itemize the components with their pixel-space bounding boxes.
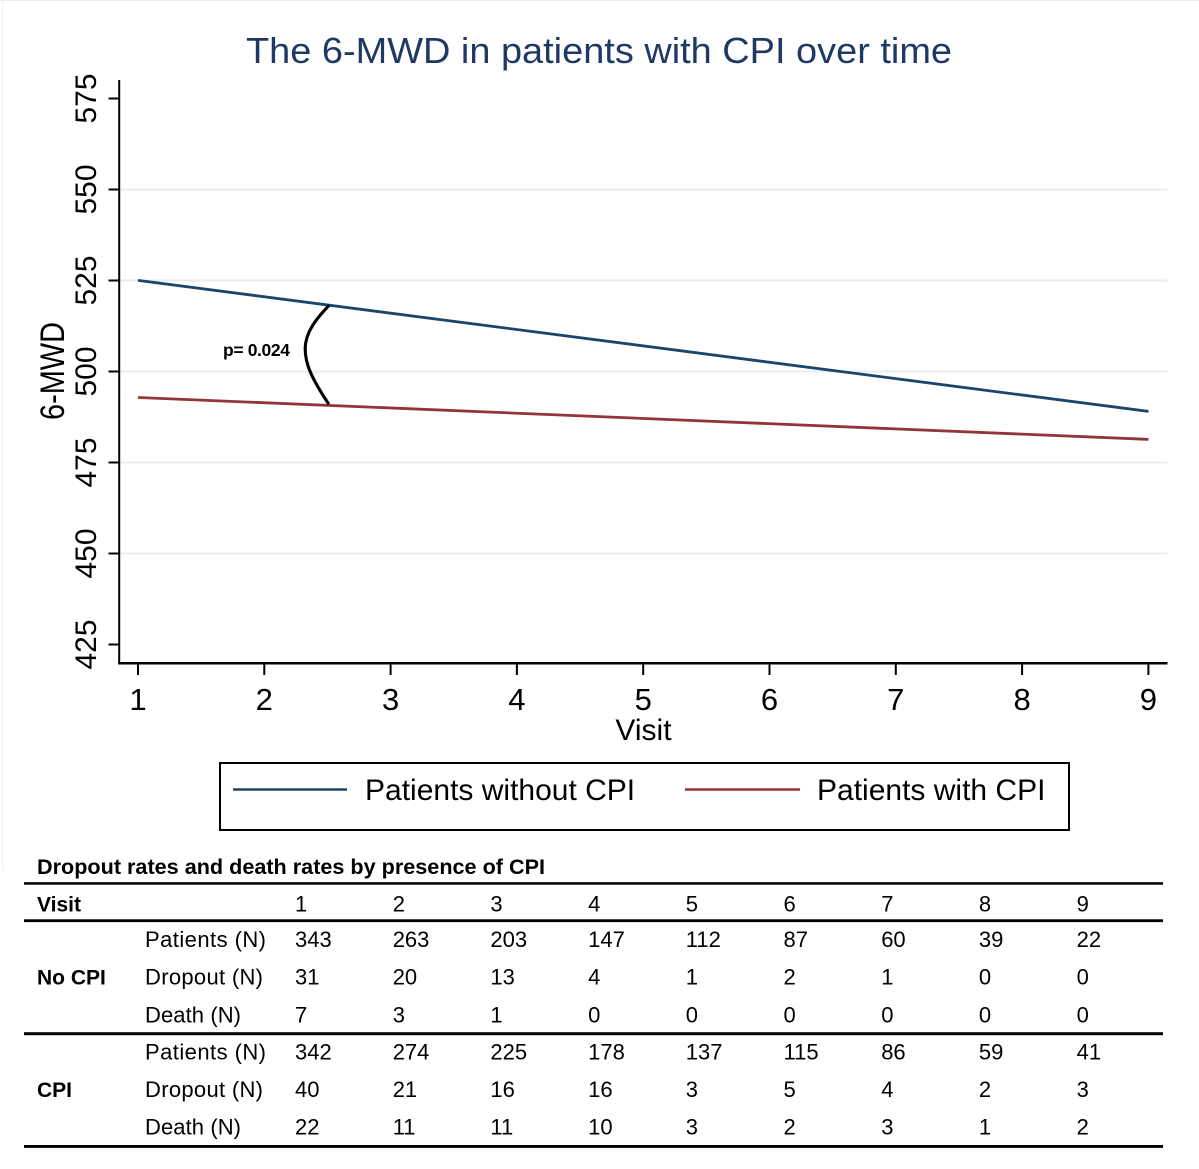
svg-text:3: 3 (881, 1114, 893, 1139)
svg-text:7: 7 (881, 892, 893, 917)
svg-text:2: 2 (393, 892, 405, 917)
svg-text:Dropout rates and death rates: Dropout rates and death rates by presenc… (37, 856, 545, 879)
svg-text:3: 3 (490, 892, 502, 917)
svg-text:60: 60 (881, 927, 905, 952)
svg-text:Patients (N): Patients (N) (145, 927, 266, 952)
svg-text:3: 3 (1077, 1077, 1089, 1102)
svg-text:The 6-MWD in patients with CPI: The 6-MWD in patients with CPI over time (246, 30, 952, 71)
svg-text:Visit: Visit (37, 894, 81, 917)
svg-text:3: 3 (686, 1114, 698, 1139)
svg-text:CPI: CPI (37, 1079, 72, 1102)
svg-text:8: 8 (1013, 682, 1030, 717)
svg-text:1: 1 (295, 892, 307, 917)
svg-text:5: 5 (784, 1077, 796, 1102)
svg-text:1: 1 (881, 965, 893, 990)
svg-text:Visit: Visit (615, 714, 672, 747)
svg-text:11: 11 (490, 1114, 513, 1139)
svg-text:450: 450 (70, 528, 103, 578)
svg-text:Patients without CPI: Patients without CPI (365, 774, 635, 807)
svg-text:115: 115 (784, 1040, 819, 1065)
svg-text:263: 263 (393, 927, 430, 952)
svg-text:86: 86 (881, 1040, 905, 1065)
svg-text:203: 203 (490, 927, 527, 952)
svg-text:0: 0 (588, 1002, 600, 1027)
svg-text:20: 20 (393, 965, 417, 990)
svg-text:343: 343 (295, 927, 332, 952)
svg-text:525: 525 (70, 255, 103, 305)
svg-text:0: 0 (979, 965, 991, 990)
svg-text:425: 425 (70, 619, 103, 669)
svg-text:225: 225 (490, 1040, 527, 1065)
svg-text:10: 10 (588, 1114, 612, 1139)
svg-text:22: 22 (295, 1114, 319, 1139)
svg-text:1: 1 (686, 965, 698, 990)
svg-text:0: 0 (979, 1002, 991, 1027)
svg-text:11: 11 (393, 1114, 416, 1139)
svg-text:500: 500 (70, 346, 103, 396)
svg-text:0: 0 (686, 1002, 698, 1027)
svg-text:13: 13 (490, 965, 514, 990)
svg-text:16: 16 (490, 1077, 514, 1102)
svg-text:7: 7 (295, 1002, 307, 1027)
svg-text:0: 0 (784, 1002, 796, 1027)
svg-text:147: 147 (588, 927, 625, 952)
svg-text:9: 9 (1140, 682, 1157, 717)
svg-text:342: 342 (295, 1040, 332, 1065)
svg-text:Dropout (N): Dropout (N) (145, 1077, 263, 1102)
svg-text:0: 0 (1077, 1002, 1089, 1027)
svg-text:No CPI: No CPI (37, 967, 106, 990)
svg-text:4: 4 (588, 965, 600, 990)
svg-text:4: 4 (881, 1077, 893, 1102)
svg-text:112: 112 (686, 927, 721, 952)
svg-text:39: 39 (979, 927, 1003, 952)
svg-text:2: 2 (1077, 1114, 1089, 1139)
svg-text:4: 4 (588, 892, 600, 917)
svg-text:9: 9 (1077, 892, 1089, 917)
svg-text:3: 3 (382, 682, 399, 717)
svg-text:Death (N): Death (N) (145, 1002, 241, 1027)
svg-text:2: 2 (784, 1114, 796, 1139)
svg-text:178: 178 (588, 1040, 625, 1065)
svg-text:1: 1 (490, 1002, 502, 1027)
svg-text:4: 4 (508, 682, 525, 717)
svg-text:2: 2 (979, 1077, 991, 1102)
svg-text:1: 1 (979, 1114, 991, 1139)
svg-text:137: 137 (686, 1040, 723, 1065)
svg-text:550: 550 (70, 164, 103, 214)
svg-text:7: 7 (887, 682, 904, 717)
svg-text:8: 8 (979, 892, 991, 917)
svg-text:Death (N): Death (N) (145, 1114, 241, 1139)
svg-text:0: 0 (1077, 965, 1089, 990)
svg-text:5: 5 (635, 682, 652, 717)
svg-text:6: 6 (761, 682, 778, 717)
svg-text:87: 87 (784, 927, 808, 952)
svg-text:21: 21 (393, 1077, 417, 1102)
svg-text:6: 6 (784, 892, 796, 917)
svg-text:40: 40 (295, 1077, 319, 1102)
svg-text:Patients (N): Patients (N) (145, 1040, 266, 1065)
svg-text:59: 59 (979, 1040, 1003, 1065)
svg-text:0: 0 (881, 1002, 893, 1027)
svg-text:2: 2 (784, 965, 796, 990)
svg-text:6-MWD: 6-MWD (34, 322, 72, 420)
svg-text:3: 3 (686, 1077, 698, 1102)
svg-text:Patients with CPI: Patients with CPI (817, 774, 1045, 807)
svg-text:274: 274 (393, 1040, 430, 1065)
svg-text:5: 5 (686, 892, 698, 917)
svg-text:41: 41 (1077, 1040, 1101, 1065)
svg-text:Dropout (N): Dropout (N) (145, 965, 263, 990)
svg-text:p= 0.024: p= 0.024 (223, 340, 290, 360)
svg-text:3: 3 (393, 1002, 405, 1027)
svg-text:31: 31 (295, 965, 319, 990)
svg-text:22: 22 (1077, 927, 1101, 952)
svg-text:16: 16 (588, 1077, 612, 1102)
svg-text:2: 2 (256, 682, 273, 717)
svg-text:575: 575 (70, 73, 103, 123)
svg-text:475: 475 (70, 437, 103, 487)
svg-text:1: 1 (129, 682, 146, 717)
